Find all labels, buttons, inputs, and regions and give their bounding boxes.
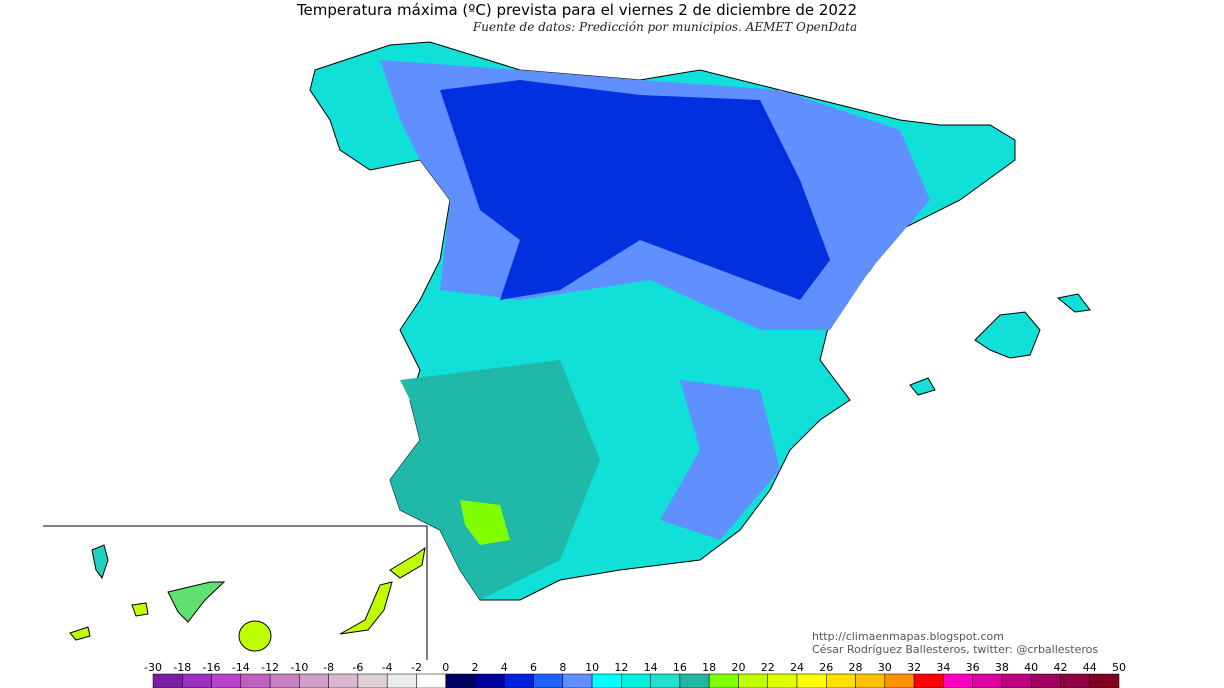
legend-bin bbox=[913, 673, 944, 688]
credit-url: http://climaenmapas.blogspot.com bbox=[812, 630, 1004, 643]
legend-bin bbox=[152, 673, 183, 688]
legend-tick-label: -30 bbox=[144, 661, 162, 674]
legend: -30 -18 -16 -14 -12 -10 -8 -6 -4 -2 0 2 4 6 8 10 12 14 16 1… bbox=[144, 661, 1126, 688]
legend-tick-label: 18 bbox=[702, 661, 716, 674]
legend-bin bbox=[972, 673, 1003, 688]
legend-bin bbox=[796, 673, 827, 688]
legend-bin bbox=[738, 673, 768, 688]
legend-tick-label: 30 bbox=[878, 661, 892, 674]
legend-tick-label: 28 bbox=[849, 661, 863, 674]
legend-bin bbox=[386, 673, 417, 688]
legend-tick-label: 34 bbox=[936, 661, 950, 674]
legend-tick-label: -8 bbox=[323, 661, 334, 674]
legend-bin bbox=[182, 673, 212, 688]
legend-bin bbox=[1030, 673, 1061, 688]
legend-bin bbox=[621, 673, 651, 688]
legend-bin bbox=[943, 673, 973, 688]
legend-tick-label: -2 bbox=[411, 661, 422, 674]
legend-bin bbox=[445, 673, 476, 688]
legend-tick-label: 0 bbox=[442, 661, 449, 674]
legend-tick-label: 16 bbox=[673, 661, 687, 674]
legend-bin bbox=[679, 673, 710, 688]
legend-bin bbox=[826, 673, 856, 688]
legend-bin bbox=[650, 673, 681, 688]
credit-author: César Rodríguez Ballesteros, twitter: @c… bbox=[812, 643, 1098, 656]
balearics bbox=[909, 293, 1091, 396]
inset-frame bbox=[43, 525, 428, 660]
legend-tick-label: -6 bbox=[352, 661, 363, 674]
subtitle: Fuente de datos: Predicción por municipi… bbox=[472, 20, 857, 34]
legend-bin bbox=[767, 673, 798, 688]
legend-tick-label: 24 bbox=[790, 661, 804, 674]
legend-tick-label: 8 bbox=[559, 661, 566, 674]
legend-bin bbox=[591, 673, 622, 688]
legend-bin bbox=[533, 673, 564, 688]
legend-tick-label: 26 bbox=[819, 661, 833, 674]
legend-tick-label: 10 bbox=[585, 661, 599, 674]
legend-bin bbox=[1089, 673, 1120, 688]
legend-bin bbox=[474, 673, 505, 688]
legend-tick-label: 50 bbox=[1112, 661, 1126, 674]
title: Temperatura máxima (ºC) prevista para el… bbox=[296, 1, 857, 19]
legend-tick-label: -4 bbox=[382, 661, 393, 674]
legend-tick-label: 6 bbox=[530, 661, 537, 674]
legend-bin bbox=[240, 673, 271, 688]
legend-tick-label: 22 bbox=[761, 661, 775, 674]
legend-tick-label: 44 bbox=[1083, 661, 1097, 674]
legend-bin bbox=[328, 673, 359, 688]
peninsula bbox=[309, 41, 1016, 601]
legend-bin bbox=[357, 673, 388, 688]
legend-tick-label: 36 bbox=[966, 661, 980, 674]
legend-bin bbox=[562, 673, 593, 688]
canaries bbox=[69, 544, 426, 652]
legend-tick-label: 12 bbox=[614, 661, 628, 674]
legend-bin bbox=[416, 673, 446, 688]
legend-bin bbox=[269, 673, 300, 688]
legend-tick-label: 20 bbox=[731, 661, 745, 674]
legend-tick-label: 2 bbox=[472, 661, 479, 674]
legend-tick-label: -12 bbox=[261, 661, 279, 674]
legend-bin bbox=[299, 673, 329, 688]
legend-bin bbox=[1001, 673, 1032, 688]
legend-tick-label: -16 bbox=[203, 661, 221, 674]
legend-bin bbox=[884, 673, 915, 688]
legend-tick-label: 32 bbox=[907, 661, 921, 674]
legend-tick-label: 42 bbox=[1053, 661, 1067, 674]
legend-tick-label: 38 bbox=[995, 661, 1009, 674]
legend-bin bbox=[855, 673, 886, 688]
legend-tick-label: 14 bbox=[644, 661, 658, 674]
legend-bin bbox=[211, 673, 242, 688]
legend-tick-label: 40 bbox=[1024, 661, 1038, 674]
legend-tick-label: -10 bbox=[290, 661, 308, 674]
legend-bin bbox=[504, 673, 534, 688]
legend-tick-label: -14 bbox=[232, 661, 250, 674]
legend-bin bbox=[1060, 673, 1090, 688]
legend-tick-label: 4 bbox=[501, 661, 508, 674]
legend-bin bbox=[708, 673, 739, 688]
legend-tick-label: -18 bbox=[173, 661, 191, 674]
